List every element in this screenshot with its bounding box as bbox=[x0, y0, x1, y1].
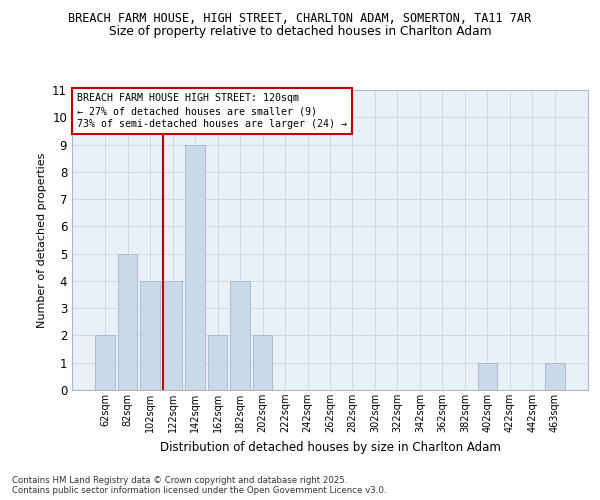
Bar bbox=[478, 362, 497, 390]
Text: Size of property relative to detached houses in Charlton Adam: Size of property relative to detached ho… bbox=[109, 25, 491, 38]
Text: BREACH FARM HOUSE, HIGH STREET, CHARLTON ADAM, SOMERTON, TA11 7AR: BREACH FARM HOUSE, HIGH STREET, CHARLTON… bbox=[68, 12, 532, 26]
Bar bbox=[118, 254, 137, 390]
Y-axis label: Number of detached properties: Number of detached properties bbox=[37, 152, 47, 328]
Bar bbox=[230, 281, 250, 390]
Text: Contains public sector information licensed under the Open Government Licence v3: Contains public sector information licen… bbox=[12, 486, 386, 495]
Text: BREACH FARM HOUSE HIGH STREET: 120sqm
← 27% of detached houses are smaller (9)
7: BREACH FARM HOUSE HIGH STREET: 120sqm ← … bbox=[77, 93, 347, 130]
Bar bbox=[253, 336, 272, 390]
Bar bbox=[95, 336, 115, 390]
Bar bbox=[163, 281, 182, 390]
Bar bbox=[185, 144, 205, 390]
Bar bbox=[140, 281, 160, 390]
Bar bbox=[545, 362, 565, 390]
Bar bbox=[208, 336, 227, 390]
X-axis label: Distribution of detached houses by size in Charlton Adam: Distribution of detached houses by size … bbox=[160, 440, 500, 454]
Text: Contains HM Land Registry data © Crown copyright and database right 2025.: Contains HM Land Registry data © Crown c… bbox=[12, 476, 347, 485]
